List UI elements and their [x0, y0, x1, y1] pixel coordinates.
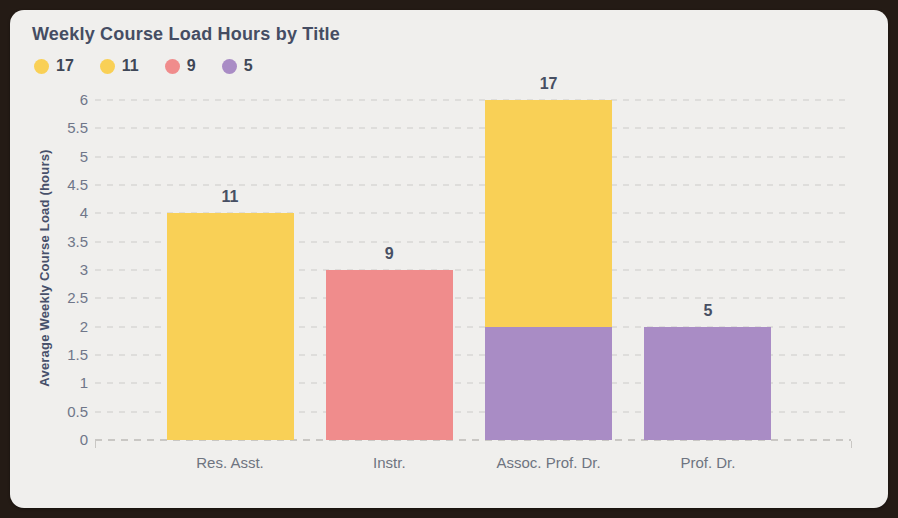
gridline: [95, 156, 851, 158]
y-axis-title: Average Weekly Course Load (hours): [37, 149, 52, 386]
x-category-label: Res. Asst.: [145, 454, 315, 471]
bar-segment[interactable]: [485, 100, 612, 327]
bar-value-label: 5: [668, 302, 748, 320]
bar-segment[interactable]: [485, 327, 612, 440]
axis-tick: [95, 441, 96, 448]
bar-segment[interactable]: [644, 327, 771, 440]
gridline: [95, 184, 851, 186]
bar-value-label: 17: [509, 75, 589, 93]
chart-panel: Weekly Course Load Hours by Title 171195…: [10, 10, 888, 508]
gridline: [95, 99, 851, 101]
bar-segment[interactable]: [326, 270, 453, 440]
axis-tick: [851, 441, 852, 448]
x-category-label: Instr.: [304, 454, 474, 471]
x-category-label: Prof. Dr.: [623, 454, 793, 471]
y-tick-label: 6: [28, 92, 88, 108]
y-tick-label: 0: [28, 432, 88, 448]
gridline: [95, 127, 851, 129]
y-tick-label: 5.5: [28, 120, 88, 136]
plot-area: 00.511.522.533.544.555.5611Res. Asst.9In…: [10, 10, 888, 508]
bar-value-label: 9: [349, 245, 429, 263]
x-category-label: Assoc. Prof. Dr.: [464, 454, 634, 471]
bar-segment[interactable]: [167, 213, 294, 440]
y-tick-label: 0.5: [28, 404, 88, 420]
bar-value-label: 11: [190, 188, 270, 206]
